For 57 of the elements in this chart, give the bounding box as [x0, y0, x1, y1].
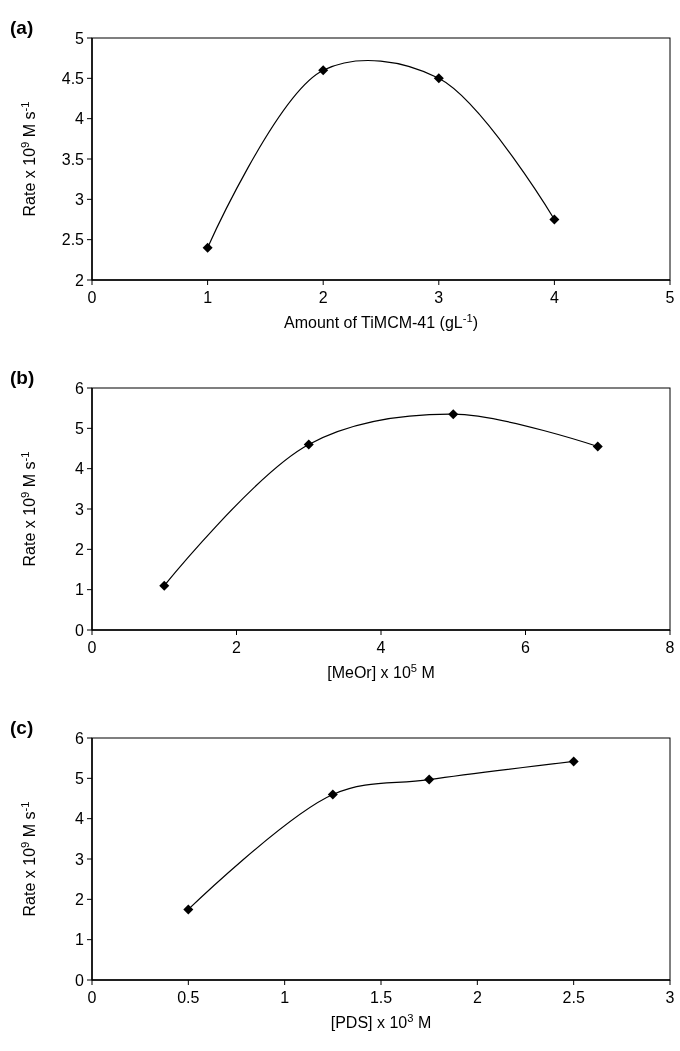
y-tick-label: 3.5	[61, 150, 85, 168]
y-tick-label: 4.5	[61, 69, 85, 87]
y-tick-label: 3	[75, 190, 85, 208]
chart-title: (a)	[10, 17, 34, 38]
y-tick-label: 3	[75, 850, 85, 868]
point	[448, 409, 459, 420]
y-tick-label: 2	[75, 540, 85, 558]
x-tick-label: 2	[232, 639, 242, 656]
y-tick-label: 1	[75, 581, 85, 599]
point	[318, 65, 329, 76]
x-tick-label: 2	[318, 289, 328, 306]
y-tick-label: 0	[75, 621, 85, 639]
y-tick-label: 2	[75, 890, 85, 908]
y-tick-label: 2.5	[61, 231, 85, 249]
point	[433, 73, 444, 84]
x-tick-label: 2.5	[562, 989, 585, 1006]
x-tick-label: 4	[549, 289, 559, 306]
y-tick-label: 6	[75, 379, 85, 397]
y-tick-label: 6	[75, 729, 85, 747]
x-tick-label: 5	[665, 289, 675, 306]
x-tick-label: 8	[665, 639, 675, 656]
x-tick-label: 1	[280, 989, 290, 1006]
x-tick-label: 1	[203, 289, 213, 306]
x-tick-label: 4	[376, 639, 386, 656]
y-tick-label: 1	[75, 931, 85, 949]
x-tick-label: 2	[472, 989, 482, 1006]
y-tick-label: 3	[75, 500, 85, 518]
point	[592, 441, 603, 452]
point	[303, 439, 314, 450]
chart-title: (c)	[10, 717, 34, 738]
y-tick-label: 4	[75, 810, 85, 828]
x-axis-title: [PDS] x 10$^{3}$ M	[330, 1012, 432, 1031]
point	[424, 774, 435, 785]
y-tick-label: 5	[75, 29, 85, 47]
x-axis-title: [MeOr] x 10$^{5}$ M	[327, 662, 435, 681]
x-tick-label: 0	[87, 989, 97, 1006]
point	[568, 756, 579, 767]
point	[202, 242, 213, 253]
point	[183, 904, 194, 915]
y-tick-label: 4	[75, 460, 85, 478]
point	[159, 580, 170, 591]
x-tick-label: 3	[434, 289, 444, 306]
x-tick-label: 3	[665, 989, 675, 1006]
x-tick-label: 0	[87, 639, 97, 656]
point	[549, 214, 560, 225]
y-tick-label: 0	[75, 971, 85, 989]
x-tick-label: 0	[87, 289, 97, 306]
y-tick-label: 5	[75, 769, 85, 787]
x-tick-label: 0.5	[177, 989, 200, 1006]
chart-title: (b)	[10, 367, 35, 388]
y-tick-label: 4	[75, 110, 85, 128]
y-tick-label: 2	[75, 271, 85, 289]
y-tick-label: 5	[75, 419, 85, 437]
point	[327, 789, 338, 800]
x-axis-title: Amount of TiMCM-41 (gL$^{-1}$)	[283, 312, 479, 331]
x-tick-label: 1.5	[369, 989, 393, 1006]
x-tick-label: 6	[521, 639, 531, 656]
